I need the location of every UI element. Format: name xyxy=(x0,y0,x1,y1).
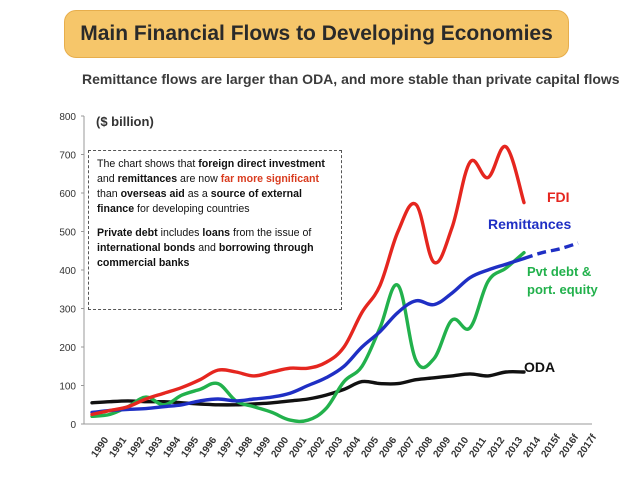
x-tick-label: 2007 xyxy=(395,435,417,460)
y-tick-label: 100 xyxy=(59,382,76,393)
chart-series xyxy=(90,145,579,424)
series-labels: FDI Remittances Pvt debt & port. equity … xyxy=(488,189,599,375)
banner-title: Main Financial Flows to Developing Econo… xyxy=(80,22,553,45)
x-tick-label: 2017f xyxy=(575,432,599,460)
x-tick-label: 2006 xyxy=(377,435,399,460)
x-tick-label: 1996 xyxy=(197,435,219,460)
x-tick-label: 1991 xyxy=(107,435,129,460)
label-oda: ODA xyxy=(524,359,555,375)
y-tick-label: 400 xyxy=(59,266,76,277)
series-line-oda xyxy=(90,369,526,407)
x-tick-label: 2008 xyxy=(413,435,435,460)
series-line-remittances xyxy=(90,256,526,415)
x-tick-label: 2013 xyxy=(503,435,525,460)
x-tick-label: 1999 xyxy=(251,435,273,460)
series-line-fdi xyxy=(90,145,526,417)
x-tick-label: 2002 xyxy=(305,435,327,460)
x-tick-label: 2005 xyxy=(359,435,381,460)
x-tick-label: 1995 xyxy=(179,435,201,460)
series-line-pvt-debt-port-equity xyxy=(90,251,526,424)
y-tick-label: 300 xyxy=(59,305,76,316)
x-tick-label: 2001 xyxy=(287,435,309,460)
x-tick-label: 2000 xyxy=(269,435,291,460)
x-tick-label: 1994 xyxy=(161,435,183,460)
x-tick-label: 1990 xyxy=(89,435,111,460)
y-tick-label: 700 xyxy=(59,151,76,162)
title-banner: Main Financial Flows to Developing Econo… xyxy=(64,10,569,58)
unit-label: ($ billion) xyxy=(96,114,154,129)
annotation-box: The chart shows that foreign direct inve… xyxy=(88,150,342,310)
y-tick-label: 500 xyxy=(59,228,76,239)
chart-title: Remittance flows are larger than ODA, an… xyxy=(82,71,620,87)
x-tick-label: 1992 xyxy=(125,435,147,460)
x-tick-label: 1998 xyxy=(233,435,255,460)
x-tick-label: 2010 xyxy=(449,435,471,460)
x-tick-label: 2009 xyxy=(431,435,453,460)
label-pvt-line2: port. equity xyxy=(527,282,599,297)
annotation-paragraph-1: The chart shows that foreign direct inve… xyxy=(97,158,325,215)
x-tick-label: 2004 xyxy=(341,435,363,460)
x-tick-label: 2003 xyxy=(323,435,345,460)
x-tick-label: 2014 xyxy=(521,435,543,460)
x-tick-label: 2011 xyxy=(467,435,489,459)
x-tick-label: 2012 xyxy=(485,435,507,460)
series-forecast-remittances xyxy=(523,241,579,261)
y-tick-label: 0 xyxy=(70,420,76,431)
label-fdi: FDI xyxy=(547,189,570,205)
annotation-paragraph-2: Private debt includes loans from the iss… xyxy=(97,227,314,269)
label-pvt-line1: Pvt debt & xyxy=(527,264,591,279)
y-tick-label: 200 xyxy=(59,343,76,354)
y-tick-label: 600 xyxy=(59,189,76,200)
label-remittances: Remittances xyxy=(488,216,571,232)
y-tick-label: 800 xyxy=(59,112,76,123)
x-tick-label: 1993 xyxy=(143,435,165,460)
x-tick-label: 1997 xyxy=(215,435,237,460)
